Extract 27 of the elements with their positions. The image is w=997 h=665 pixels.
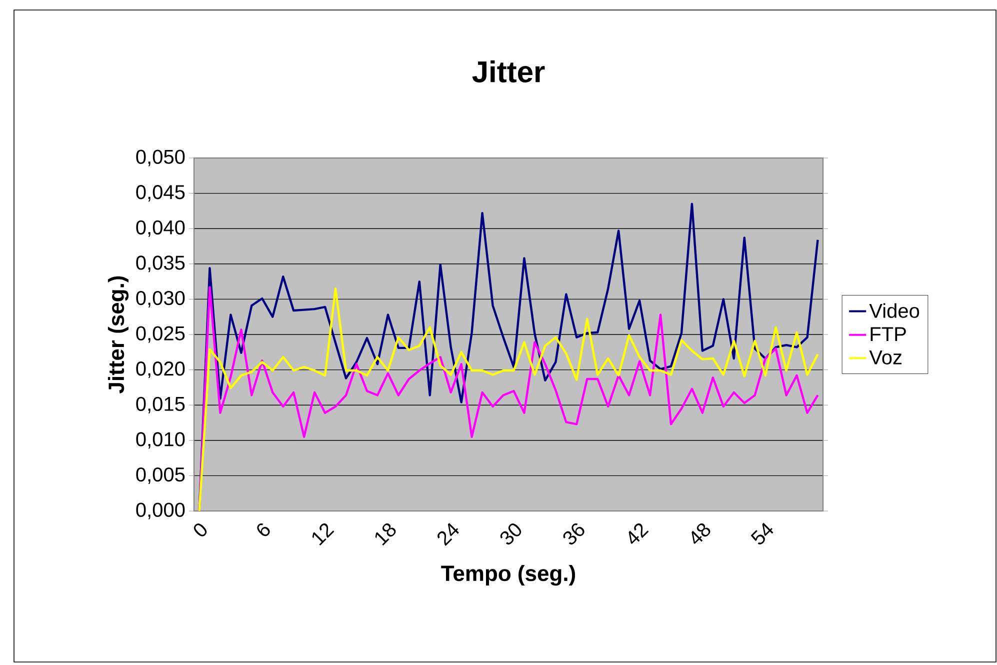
x-tick-label: 36 [563,523,584,545]
x-tick-label: 24 [438,522,459,546]
x-tick-label: 30 [500,524,522,545]
y-tick-label: 0,030 [136,290,185,308]
y-tick-label: 0,015 [136,396,185,414]
y-tick-label: 0,025 [136,326,185,343]
legend-label: FTP [870,327,906,341]
x-tick-label: 54 [750,522,774,544]
y-tick-label: 0,005 [136,467,185,484]
x-axis-title: Tempo (seg.) [441,564,576,586]
legend-label: Video [869,303,920,318]
y-tick-label: 0,010 [136,432,185,449]
x-tick-label: 12 [312,523,334,546]
x-tick-label: 6 [257,523,270,536]
y-tick-label: 0,050 [136,150,185,166]
y-tick-label: 0,000 [136,502,185,520]
y-tick-label: 0,040 [136,220,185,237]
x-tick-label: 0 [194,524,207,536]
x-tick-label: 18 [375,523,396,546]
x-tick-label: 48 [692,523,710,544]
legend-label: Voz [869,350,902,364]
y-tick-label: 0,035 [136,256,185,272]
x-tick-label: 42 [628,523,649,544]
y-tick-label: 0,045 [136,185,185,202]
y-axis-title: Jitter (seg.) [108,276,129,394]
y-tick-label: 0,020 [136,362,185,378]
chart-title: Jitter [472,60,545,82]
